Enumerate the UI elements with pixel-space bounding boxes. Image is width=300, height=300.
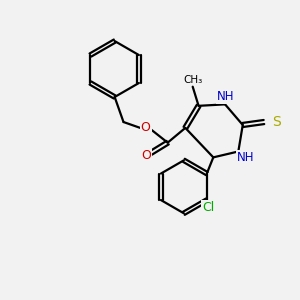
Text: O: O bbox=[142, 149, 152, 162]
Text: NH: NH bbox=[237, 151, 254, 164]
Text: O: O bbox=[141, 122, 151, 134]
Text: Cl: Cl bbox=[202, 201, 214, 214]
Text: NH: NH bbox=[217, 91, 235, 103]
Text: CH₃: CH₃ bbox=[183, 75, 202, 85]
Text: S: S bbox=[272, 115, 281, 129]
